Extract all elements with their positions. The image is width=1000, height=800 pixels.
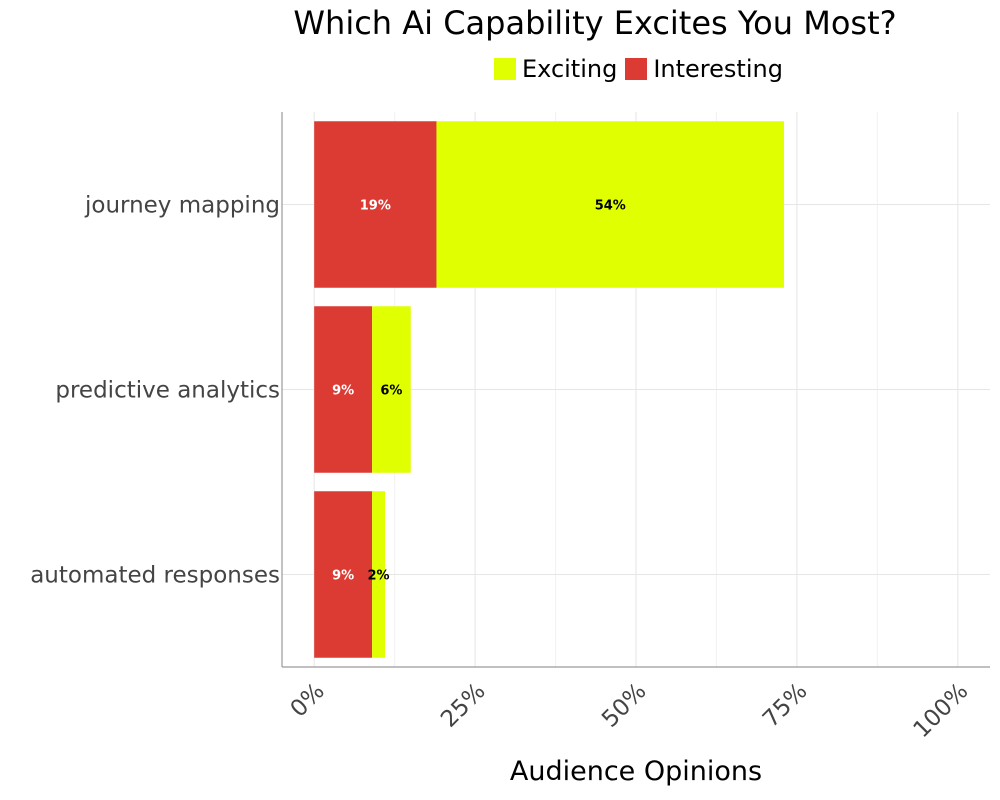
bar-exciting-0 (436, 121, 785, 288)
legend-label-interesting: Interesting (653, 55, 783, 83)
bar-interesting-2 (314, 491, 373, 658)
legend-swatch-interesting (625, 58, 648, 80)
bar-interesting-1 (314, 306, 373, 473)
chart-title: Which Ai Capability Excites You Most? (293, 4, 897, 42)
data-label-exciting-2: 2% (368, 569, 390, 584)
legend-item-interesting: Interesting (625, 55, 783, 83)
bar-exciting-2 (372, 491, 385, 658)
x-tick-label-1: 25% (436, 678, 491, 733)
legend-swatch-exciting (494, 58, 516, 80)
data-label-exciting-1: 6% (380, 384, 402, 399)
legend: Exciting Interesting (494, 54, 791, 84)
bar-interesting-0 (314, 121, 437, 288)
x-axis-title: Audience Opinions (509, 756, 763, 787)
category-label-1: predictive analytics (55, 378, 280, 404)
category-label-2: automated responses (30, 563, 280, 589)
x-tick-label-4: 100% (909, 678, 974, 743)
bar-exciting-1 (372, 306, 411, 473)
legend-item-exciting: Exciting (494, 55, 617, 83)
x-tick-label-3: 75% (758, 678, 813, 733)
legend-label-exciting: Exciting (522, 55, 618, 83)
data-label-interesting-2: 9% (332, 569, 354, 584)
data-label-exciting-0: 54% (595, 199, 626, 214)
x-tick-label-0: 0% (286, 678, 330, 722)
category-label-0: journey mapping (84, 193, 280, 219)
x-tick-label-2: 50% (597, 678, 652, 733)
data-label-interesting-0: 19% (360, 199, 391, 214)
data-label-interesting-1: 9% (332, 384, 354, 399)
